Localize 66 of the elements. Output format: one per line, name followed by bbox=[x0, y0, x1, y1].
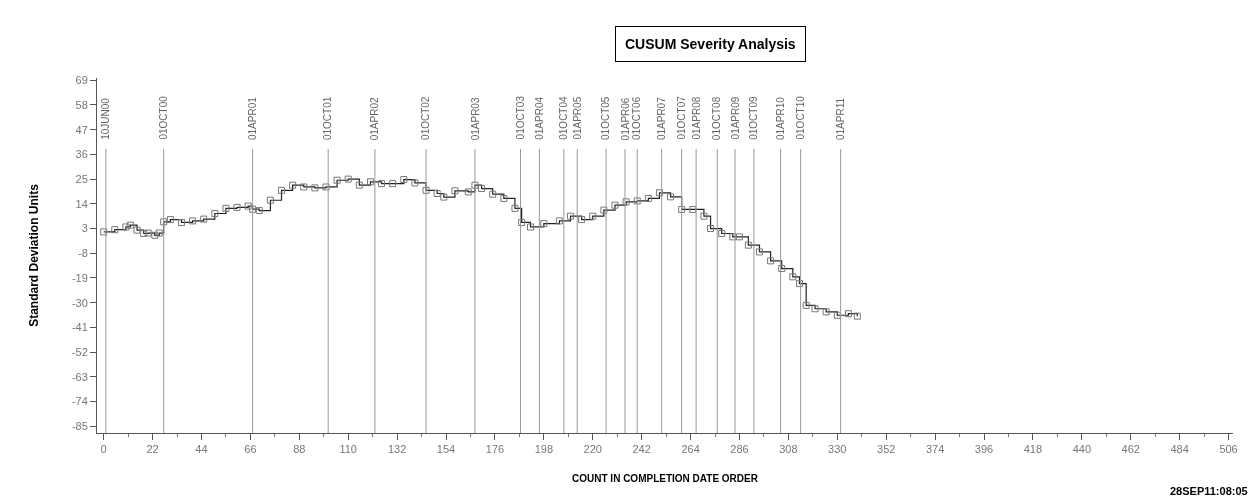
y-tick-label: -52 bbox=[71, 345, 88, 358]
y-tick-label: 69 bbox=[75, 74, 88, 87]
ref-line-label: 01APR01 bbox=[247, 96, 259, 141]
ref-line-label: 01APR02 bbox=[369, 97, 381, 141]
ref-line-label: 01OCT08 bbox=[711, 96, 723, 141]
y-tick-label: 58 bbox=[75, 98, 88, 111]
ref-line-label: 01OCT06 bbox=[631, 96, 643, 141]
y-tick-label: -19 bbox=[71, 271, 88, 284]
y-tick-label: -8 bbox=[78, 247, 88, 260]
x-tick-label: 242 bbox=[632, 443, 651, 456]
y-tick-label: -63 bbox=[71, 370, 88, 383]
x-tick-label: 308 bbox=[779, 443, 798, 456]
ref-line-label: 01OCT02 bbox=[420, 96, 432, 140]
y-tick-label: -85 bbox=[71, 420, 88, 433]
x-tick-label: 66 bbox=[244, 443, 257, 456]
y-tick-label: -30 bbox=[71, 296, 88, 309]
x-tick-label: 506 bbox=[1219, 443, 1238, 456]
x-tick-label: 418 bbox=[1023, 443, 1043, 456]
y-tick-label: 47 bbox=[75, 123, 88, 136]
x-tick-label: 352 bbox=[877, 443, 896, 456]
ref-line-label: 10JUN00 bbox=[99, 97, 111, 140]
x-tick-label: 286 bbox=[730, 443, 749, 456]
x-tick-label: 0 bbox=[100, 443, 107, 456]
x-tick-label: 440 bbox=[1072, 443, 1092, 456]
ref-line-label: 01APR08 bbox=[690, 96, 702, 140]
ref-line-label: 01APR05 bbox=[571, 96, 583, 140]
ref-line-label: 01OCT07 bbox=[675, 95, 687, 140]
ref-line-label: 01OCT05 bbox=[600, 96, 612, 140]
y-axis-title: Standard Deviation Units bbox=[27, 183, 42, 327]
y-tick-label: 3 bbox=[81, 222, 88, 235]
x-tick-label: 22 bbox=[146, 443, 159, 456]
ref-line-label: 01APR06 bbox=[619, 97, 631, 141]
ref-line-label: 01OCT01 bbox=[322, 96, 334, 141]
ref-line-label: 01OCT04 bbox=[557, 95, 569, 140]
ref-line-label: 01OCT03 bbox=[514, 95, 526, 140]
y-tick-label: 36 bbox=[75, 148, 88, 161]
y-tick-label: 14 bbox=[75, 197, 88, 210]
x-tick-label: 330 bbox=[828, 443, 847, 456]
x-tick-label: 110 bbox=[339, 443, 357, 456]
x-tick-label: 154 bbox=[436, 443, 456, 456]
x-tick-label: 88 bbox=[293, 443, 306, 456]
x-tick-label: 374 bbox=[925, 443, 945, 456]
x-tick-label: 44 bbox=[195, 443, 208, 456]
y-tick-label: -74 bbox=[71, 395, 88, 408]
x-tick-label: 462 bbox=[1121, 443, 1140, 456]
x-tick-label: 396 bbox=[974, 443, 994, 456]
ref-line-label: 01OCT00 bbox=[157, 95, 169, 140]
text: 28SEP11:08:05 bbox=[1170, 485, 1248, 497]
x-axis-title: COUNT IN COMPLETION DATE ORDER bbox=[572, 472, 759, 484]
x-tick-label: 176 bbox=[485, 443, 505, 456]
ref-line-label: 01APR04 bbox=[534, 96, 545, 140]
x-tick-label: 198 bbox=[534, 443, 554, 456]
x-tick-label: 264 bbox=[681, 443, 700, 456]
ref-line-label: 01APR07 bbox=[656, 96, 668, 141]
ref-line-label: 01OCT10 bbox=[794, 95, 806, 140]
y-tick-label: 25 bbox=[75, 172, 88, 185]
ref-line-label: 01OCT09 bbox=[748, 96, 760, 140]
x-tick-label: 484 bbox=[1170, 443, 1189, 456]
ref-line-label: 01APR03 bbox=[469, 97, 481, 141]
x-tick-label: 220 bbox=[583, 443, 602, 456]
chart-title: CUSUM Severity Analysis bbox=[625, 36, 796, 52]
ref-line-label: 01APR09 bbox=[729, 96, 741, 140]
ref-line-label: 01APR11 bbox=[835, 97, 847, 141]
ref-line-label: 01APR10 bbox=[775, 96, 787, 140]
x-tick-label: 132 bbox=[387, 443, 407, 456]
y-tick-label: -41 bbox=[71, 321, 88, 334]
